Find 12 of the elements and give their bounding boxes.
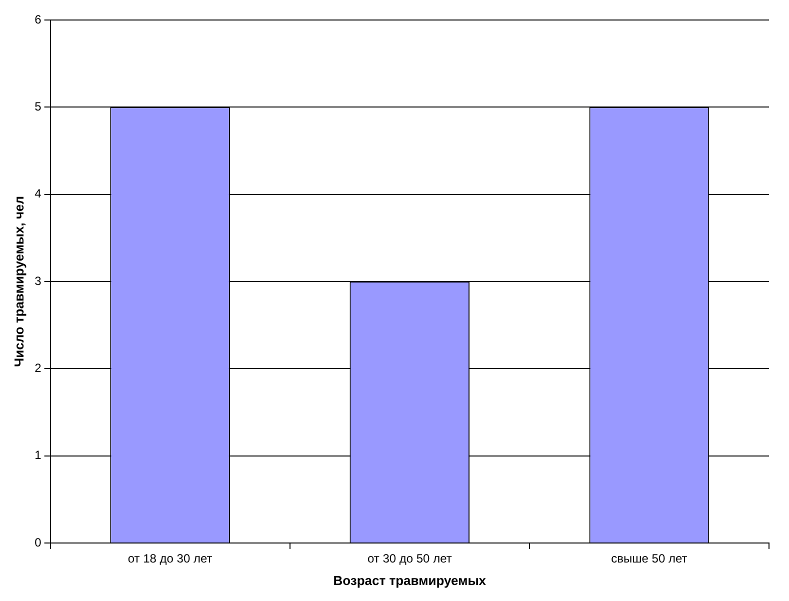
y-tick-label: 2 xyxy=(34,360,42,375)
x-tick-label: от 18 до 30 лет xyxy=(128,552,213,566)
x-tick-label: свыше 50 лет xyxy=(611,552,688,566)
y-tick-label: 5 xyxy=(34,99,42,114)
x-axis-title: Возраст травмируемых xyxy=(333,572,487,588)
x-tick-label: от 30 до 50 лет xyxy=(367,552,452,566)
y-tick-label: 3 xyxy=(34,274,42,288)
y-tick-label: 1 xyxy=(34,448,42,462)
y-tick-label: 6 xyxy=(34,12,42,26)
y-axis-title: Число травмируемых, чел xyxy=(11,196,26,368)
y-tick-label: 4 xyxy=(34,186,42,201)
y-tick-label: 0 xyxy=(34,535,42,550)
